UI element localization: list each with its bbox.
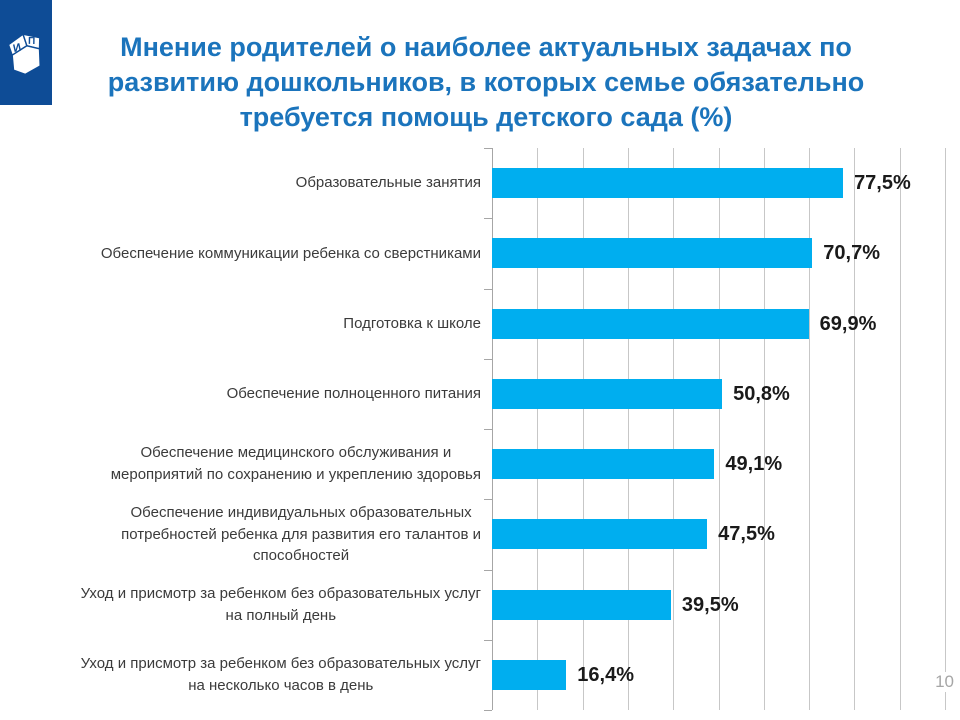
category-label-wrap: Обеспечение медицинского обслуживания и … [6, 429, 486, 499]
axis-tick [484, 359, 492, 360]
value-label: 39,5% [681, 593, 739, 616]
axis-tick [484, 289, 492, 290]
bar [492, 168, 844, 199]
gridline [945, 148, 946, 710]
gridline [537, 148, 539, 710]
category-label: Обеспечение медицинского обслуживания и … [110, 444, 481, 484]
category-label: Уход и присмотр за ребенком без образова… [80, 655, 481, 694]
gridline [854, 148, 856, 710]
axis-tick [484, 218, 492, 219]
bar [492, 589, 671, 620]
slide-title: Мнение родителей о наиболее актуальных з… [107, 32, 865, 133]
svg-text:И: И [12, 41, 22, 54]
category-label-wrap: Обеспечение индивидуальных образовательн… [6, 499, 486, 569]
value-label: 49,1% [725, 453, 783, 476]
category-label: Обеспечение полноценного питания [226, 385, 481, 402]
category-label-wrap: Уход и присмотр за ребенком без образова… [6, 570, 486, 640]
axis-tick [484, 640, 492, 641]
category-label-wrap: Образовательные занятия [6, 148, 486, 218]
value-label: 69,9% [819, 312, 877, 335]
gridline [899, 148, 901, 710]
category-label-wrap: Уход и присмотр за ребенком без образова… [6, 640, 486, 710]
logo: И П [0, 0, 52, 105]
axis-tick [484, 148, 492, 149]
category-label-wrap: Обеспечение коммуникации ребенка со свер… [6, 218, 486, 288]
category-label: Образовательные занятия [295, 174, 481, 192]
bar [492, 238, 813, 269]
axis-tick [484, 570, 492, 571]
page-number: 10 [918, 672, 954, 692]
category-label: Обеспечение коммуникации ребенка со свер… [100, 244, 481, 262]
category-label-wrap: Подготовка к школе [6, 289, 486, 359]
ip-cube-logo-icon: И П [7, 32, 41, 75]
bar [492, 449, 715, 480]
gridline [809, 148, 811, 710]
gridline [582, 148, 584, 710]
value-label: 50,8% [733, 382, 790, 405]
category-label: Уход и присмотр за ребенком без образова… [80, 584, 481, 624]
bar [492, 308, 809, 339]
value-label: 16,4% [577, 663, 634, 686]
category-label-wrap: Обеспечение полноценного питания [6, 359, 486, 429]
value-label: 70,7% [823, 242, 880, 265]
value-label: 77,5% [854, 172, 911, 195]
bar [492, 659, 567, 690]
gridline [673, 148, 675, 710]
gridline [627, 148, 629, 710]
category-label: Обеспечение индивидуальных образовательн… [121, 503, 481, 565]
gridline [718, 148, 720, 710]
axis-tick [484, 710, 492, 711]
svg-text:П: П [28, 35, 35, 46]
axis-tick [484, 429, 492, 430]
category-axis [492, 148, 493, 710]
gridline [763, 148, 765, 710]
axis-tick [484, 499, 492, 500]
value-label: 47,5% [718, 523, 775, 546]
bar-chart: Образовательные занятия 77,5% Обеспечение … [0, 148, 960, 711]
category-label: Подготовка к школе [343, 314, 481, 332]
bar [492, 378, 723, 409]
bar [492, 519, 708, 550]
